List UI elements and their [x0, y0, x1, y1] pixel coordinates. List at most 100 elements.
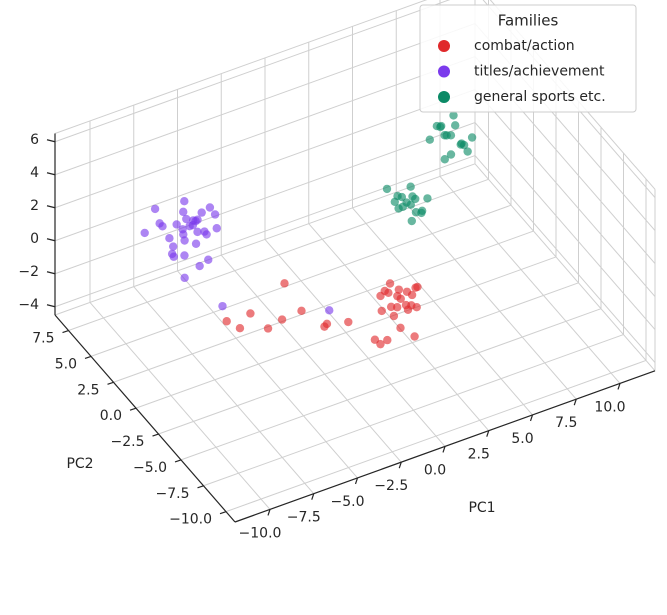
x-axis-label: PC1 — [468, 500, 495, 516]
point — [172, 220, 181, 229]
grid-line — [158, 282, 579, 435]
point — [202, 230, 211, 239]
point — [456, 140, 465, 149]
point — [410, 332, 419, 341]
z-tick-label: −2 — [18, 264, 39, 280]
legend-label: titles/achievement — [474, 64, 605, 80]
point — [393, 303, 402, 312]
grid-line — [54, 122, 476, 275]
x-tick — [311, 493, 315, 500]
point — [425, 135, 434, 144]
grid-line — [264, 239, 446, 447]
z-tick-label: 0 — [30, 231, 39, 247]
x-tick — [529, 414, 534, 422]
point — [463, 147, 472, 156]
x-tick-label: 2.5 — [468, 447, 490, 463]
point — [140, 228, 149, 238]
grid-line — [474, 122, 656, 330]
x-tick — [573, 398, 577, 406]
y-tick-label: 0.0 — [100, 408, 122, 424]
point — [440, 131, 449, 140]
y-tick-label: −2.5 — [111, 434, 145, 450]
y-tick — [107, 381, 114, 385]
point — [150, 204, 160, 214]
point — [180, 251, 189, 260]
point — [411, 208, 421, 217]
point — [222, 317, 231, 326]
grid-line — [439, 176, 621, 384]
point — [382, 184, 392, 194]
point — [403, 305, 413, 314]
x-tick-label: −7.5 — [287, 510, 321, 526]
point — [370, 335, 380, 344]
point — [277, 315, 287, 324]
grid-line — [113, 230, 534, 383]
point — [210, 210, 220, 219]
grid-line — [54, 56, 476, 209]
y-tick-label: −10.0 — [169, 512, 212, 528]
point — [246, 309, 255, 318]
grid-line — [54, 0, 451, 143]
point — [408, 192, 417, 201]
point — [377, 306, 386, 316]
point — [169, 242, 178, 251]
x-tick-label: 5.0 — [511, 431, 533, 447]
point — [402, 198, 411, 207]
grid-line — [474, 89, 656, 297]
point — [390, 197, 399, 207]
point — [191, 239, 201, 248]
y-axis — [54, 314, 236, 523]
grid-line — [54, 23, 476, 176]
grid-line — [203, 334, 624, 487]
point — [394, 204, 403, 213]
z-tick — [46, 304, 56, 308]
grid-line — [54, 89, 476, 242]
legend-label: general sports etc. — [474, 89, 606, 105]
point — [322, 319, 332, 329]
x-tick-label: −5.0 — [331, 494, 365, 510]
point — [446, 150, 456, 159]
point — [396, 323, 405, 333]
legend-label: combat/action — [474, 38, 575, 54]
point — [432, 121, 442, 131]
y-tick-label: 5.0 — [55, 356, 77, 372]
point — [263, 324, 273, 333]
y-axis-label: PC2 — [66, 456, 93, 472]
y-tick — [84, 355, 92, 359]
grid-line — [135, 256, 557, 409]
point — [193, 227, 202, 237]
y-tick — [152, 433, 159, 437]
z-tick-label: −4 — [18, 297, 39, 313]
grid-line — [177, 270, 358, 479]
legend-title: Families — [498, 12, 559, 30]
x-axis — [234, 370, 656, 523]
y-tick — [129, 407, 137, 411]
point — [423, 194, 432, 203]
x-tick — [398, 461, 402, 469]
legend: Families combat/action titles/achievement… — [419, 4, 637, 113]
legend-box — [419, 4, 637, 113]
grid-line — [395, 191, 577, 400]
y-tick-label: −5.0 — [133, 460, 167, 476]
z-tick-label: 4 — [30, 165, 39, 181]
point — [394, 285, 404, 294]
grid-line — [220, 254, 402, 463]
y-tick-label: 7.5 — [32, 331, 54, 347]
point — [402, 287, 412, 296]
grid-line — [68, 178, 489, 331]
point — [179, 207, 188, 217]
legend-marker — [438, 40, 450, 52]
point — [383, 335, 392, 345]
point — [449, 111, 458, 120]
point — [180, 196, 189, 206]
x-tick-label: 0.0 — [424, 462, 446, 478]
point — [380, 286, 389, 296]
grid-line — [180, 308, 602, 461]
point — [204, 255, 213, 264]
point — [195, 261, 204, 271]
points — [140, 111, 477, 349]
point — [185, 221, 194, 231]
point — [280, 279, 289, 288]
x-tick — [486, 430, 490, 437]
legend-marker — [438, 91, 450, 103]
